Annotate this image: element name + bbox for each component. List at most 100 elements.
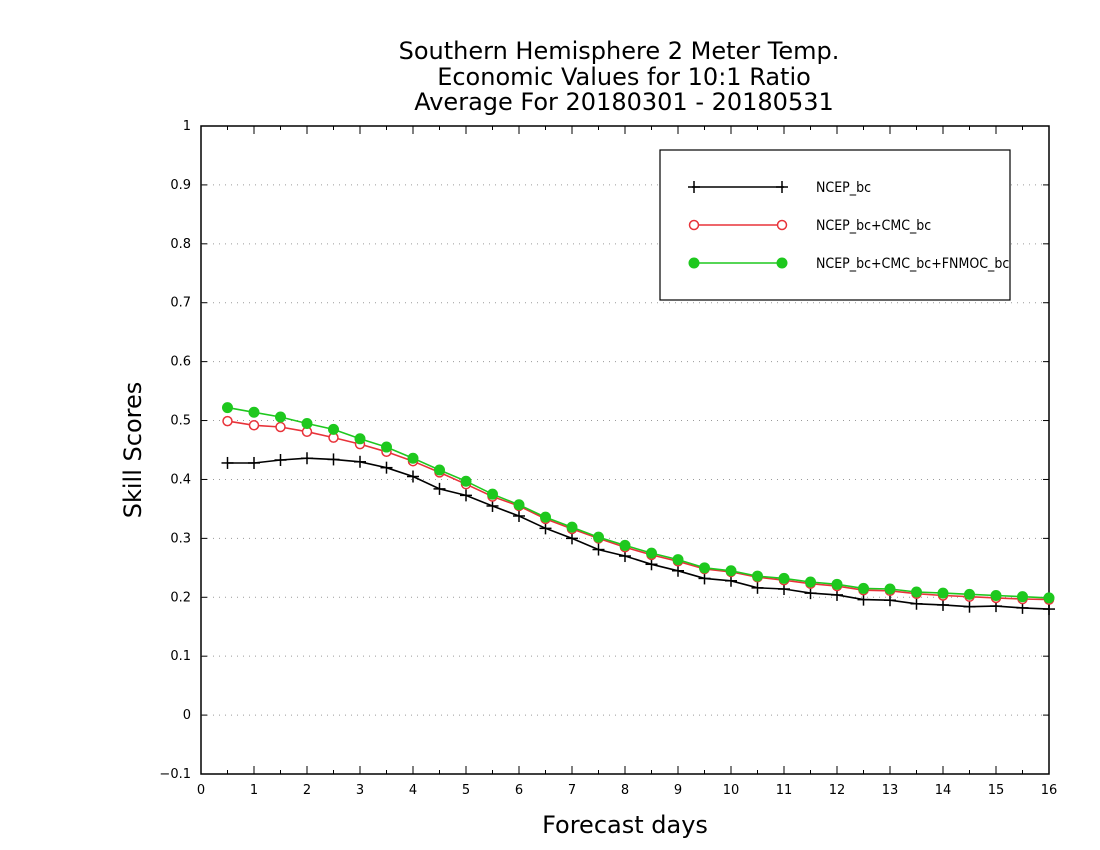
- data-point: [275, 421, 286, 433]
- data-point: [1043, 592, 1055, 604]
- y-tick-label: 0.2: [170, 590, 191, 605]
- series-2: [222, 415, 1055, 605]
- data-point: [354, 433, 366, 445]
- data-point: [884, 583, 896, 595]
- x-tick-label: 16: [1041, 783, 1058, 798]
- x-tick-label: 7: [568, 783, 576, 798]
- y-tick-label: 0.3: [170, 531, 191, 546]
- legend-marker: [776, 181, 788, 193]
- chart-title-line-1: Southern Hemisphere 2 Meter Temp.: [399, 37, 840, 65]
- x-tick-label: 12: [829, 783, 846, 798]
- data-point: [248, 456, 260, 469]
- data-point: [274, 454, 287, 467]
- series-1: [221, 452, 1055, 616]
- x-tick-label: 8: [621, 783, 629, 798]
- x-tick-label: 11: [776, 783, 793, 798]
- data-point: [937, 598, 949, 611]
- legend-item: NCEP_bc+CMC_bc+FNMOC_bc: [688, 256, 1009, 272]
- data-point: [380, 461, 393, 474]
- data-point: [566, 521, 578, 533]
- data-point: [487, 488, 498, 500]
- x-axis-ticks: 0 1 2 3 4 5 6 7 8 9 10 11 12 13 14 15 16: [197, 126, 1057, 798]
- data-point: [964, 588, 975, 600]
- legend-item: NCEP_bc: [688, 180, 871, 196]
- legend: NCEP_bc NCEP_bc+CMC_bc NCEP_bc+CMC_bc+FNMO…: [659, 149, 1011, 301]
- data-point: [646, 547, 657, 559]
- data-point: [407, 452, 419, 464]
- y-tick-label: 0.7: [170, 296, 191, 311]
- data-point: [1017, 591, 1028, 603]
- legend-item: NCEP_bc+CMC_bc: [688, 218, 931, 234]
- y-tick-label: 0.9: [170, 178, 191, 193]
- data-point: [248, 420, 260, 431]
- data-point: [301, 417, 313, 429]
- x-tick-label: 9: [674, 783, 682, 798]
- x-tick-label: 14: [935, 783, 952, 798]
- series-group: [221, 402, 1055, 616]
- data-point: [751, 581, 764, 594]
- data-point: [275, 411, 286, 423]
- data-point: [963, 600, 976, 613]
- x-tick-label: 10: [723, 783, 740, 798]
- data-point: [407, 470, 419, 483]
- y-tick-label: 0.1: [170, 649, 191, 664]
- y-tick-label: 0.6: [170, 355, 191, 370]
- x-tick-label: 1: [250, 783, 258, 798]
- data-point: [698, 572, 711, 585]
- data-point: [433, 482, 446, 495]
- x-tick-label: 13: [882, 783, 899, 798]
- x-tick-label: 2: [303, 783, 311, 798]
- x-tick-label: 6: [515, 783, 523, 798]
- data-point: [725, 565, 737, 577]
- legend-marker: [776, 257, 788, 269]
- data-point: [222, 415, 233, 427]
- data-point: [513, 509, 525, 522]
- x-tick-label: 0: [197, 783, 205, 798]
- data-point: [619, 539, 631, 551]
- data-point: [221, 456, 234, 469]
- series-line: [227, 406, 1050, 599]
- data-point: [328, 423, 339, 435]
- series-line: [227, 457, 1050, 610]
- data-point: [778, 572, 790, 584]
- y-axis-ticks: −0.1 0 0.1 0.2 0.3 0.4 0.5 0.6 0.7 0.8 0.9 1: [159, 119, 1049, 782]
- data-point: [752, 570, 763, 582]
- y-tick-label: 0.4: [170, 472, 191, 487]
- x-tick-label: 5: [462, 783, 470, 798]
- data-point: [327, 453, 340, 466]
- data-point: [884, 594, 896, 607]
- y-tick-label: 0.5: [170, 414, 191, 429]
- x-axis-label: Forecast days: [542, 811, 708, 839]
- chart-title-line-3: Average For 20180301 - 20180531: [414, 88, 834, 116]
- data-point: [460, 475, 472, 487]
- data-point: [805, 576, 816, 588]
- data-point: [645, 558, 658, 571]
- data-point: [672, 564, 684, 577]
- data-point: [831, 578, 843, 590]
- series-line: [227, 420, 1050, 601]
- y-tick-label: 0: [183, 708, 191, 723]
- y-tick-label: 0.8: [170, 237, 191, 252]
- data-point: [910, 597, 923, 610]
- data-point: [990, 590, 1002, 602]
- x-tick-label: 3: [356, 783, 364, 798]
- data-point: [540, 511, 551, 523]
- data-point: [539, 522, 552, 535]
- data-point: [592, 543, 605, 556]
- data-point: [248, 406, 260, 418]
- legend-marker: [688, 181, 700, 193]
- legend-label: NCEP_bc+CMC_bc+FNMOC_bc: [816, 256, 1009, 272]
- data-point: [804, 587, 817, 600]
- data-point: [434, 464, 445, 476]
- data-point: [381, 441, 392, 453]
- data-point: [486, 499, 499, 512]
- y-tick-label: −0.1: [159, 767, 191, 782]
- data-point: [566, 532, 578, 545]
- legend-marker: [688, 257, 700, 269]
- data-point: [699, 562, 710, 574]
- data-point: [911, 586, 922, 598]
- data-point: [513, 499, 525, 511]
- data-point: [301, 452, 313, 465]
- y-tick-label: 1: [183, 119, 191, 134]
- data-point: [222, 402, 233, 414]
